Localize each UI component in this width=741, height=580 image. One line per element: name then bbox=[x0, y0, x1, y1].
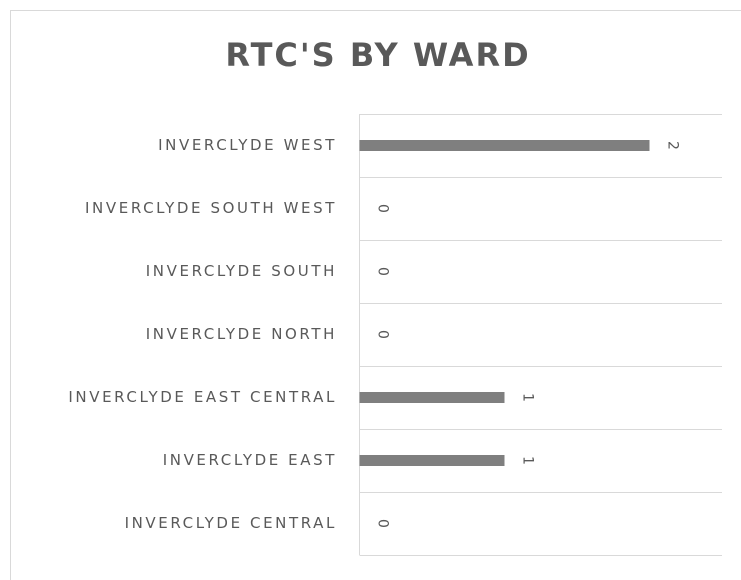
y-tick-label: INVERCLYDE EAST CENTRAL bbox=[68, 388, 337, 406]
y-tick-label: INVERCLYDE NORTH bbox=[146, 325, 337, 343]
data-label: 1 bbox=[520, 456, 536, 465]
bar bbox=[359, 140, 650, 151]
y-tick-label: INVERCLYDE EAST bbox=[163, 451, 337, 469]
y-tick-label: INVERCLYDE WEST bbox=[158, 136, 337, 154]
chart-border bbox=[10, 10, 741, 580]
data-label: 2 bbox=[665, 141, 681, 150]
data-label: 0 bbox=[375, 330, 391, 339]
y-tick-label: INVERCLYDE SOUTH WEST bbox=[85, 199, 337, 217]
data-label: 1 bbox=[520, 393, 536, 402]
data-label: 0 bbox=[375, 204, 391, 213]
y-tick-label: INVERCLYDE CENTRAL bbox=[125, 514, 337, 532]
data-label: 0 bbox=[375, 519, 391, 528]
bar bbox=[359, 455, 505, 466]
data-label: 0 bbox=[375, 267, 391, 276]
chart-title: RTC'S BY WARD bbox=[225, 36, 530, 74]
bar bbox=[359, 392, 505, 403]
y-tick-label: INVERCLYDE SOUTH bbox=[146, 262, 337, 280]
